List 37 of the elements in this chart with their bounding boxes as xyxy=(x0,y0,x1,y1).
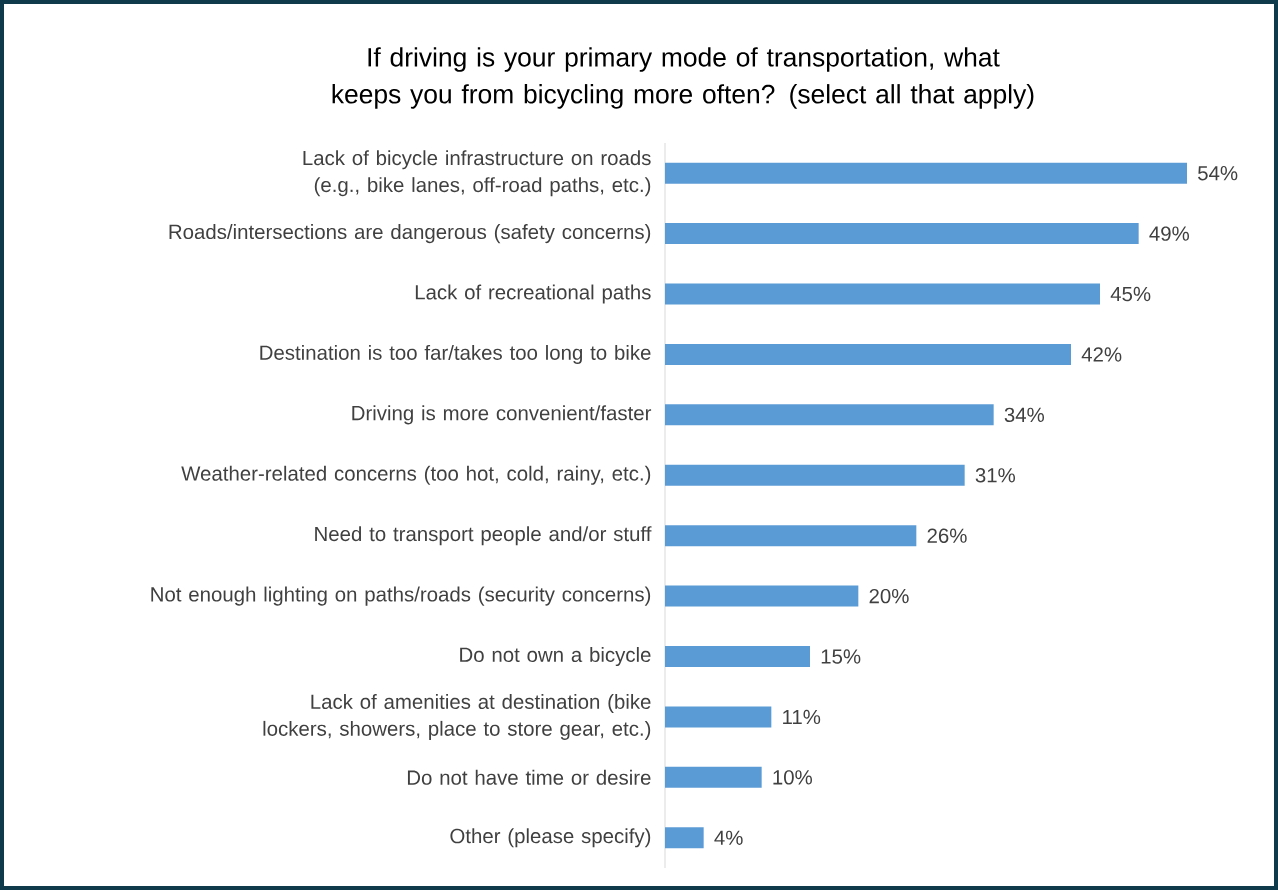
y-tick-label: Not enough lighting on paths/roads (security concerns) xyxy=(151,586,651,606)
data-label: 42% xyxy=(1081,347,1122,362)
data-label: 4% xyxy=(714,830,743,845)
bar xyxy=(665,827,704,849)
data-label: 26% xyxy=(927,528,967,543)
data-label: 49% xyxy=(1149,226,1190,241)
data-label: 54% xyxy=(1198,166,1238,181)
y-tick-label: Roads/intersections are dangerous (safety concerns) xyxy=(169,224,651,244)
data-label: 10% xyxy=(773,770,813,785)
data-label: 31% xyxy=(975,468,1016,483)
data-label: 15% xyxy=(821,649,861,664)
data-label: 45% xyxy=(1110,286,1151,302)
data-label: 34% xyxy=(1004,407,1045,423)
chart-title: If driving is your primary mode of transportation, what keeps you from bicycling more often? (select all that apply) xyxy=(332,47,1034,109)
y-tick-label: Driving is more convenient/faster xyxy=(352,405,652,425)
data-label: 20% xyxy=(869,588,909,604)
bar xyxy=(665,404,994,426)
bar xyxy=(665,343,1072,365)
bar xyxy=(665,162,1188,184)
bar xyxy=(665,706,772,728)
y-tick-label: Other (please specify) xyxy=(450,828,651,848)
y-tick-label: Weather-related concerns (too hot, cold, rainy, etc.) xyxy=(181,465,651,485)
data-label: 11% xyxy=(783,709,821,725)
y-tick-label: Do not have time or desire xyxy=(407,769,651,785)
bar xyxy=(665,646,810,668)
y-tick-label: Do not own a bicycle xyxy=(460,647,651,667)
y-tick-label: Lack of bicycle infrastructure on roads (e.g., bike lanes, off-road paths, etc.) xyxy=(303,150,651,197)
bar xyxy=(665,464,965,486)
bar xyxy=(665,585,859,607)
bar xyxy=(665,283,1101,305)
y-tick-label: Destination is too far/takes too long to bike xyxy=(260,344,651,364)
y-tick-label: Lack of amenities at destination (bike lockers, showers, place to store gear, etc.) xyxy=(263,693,651,740)
bar xyxy=(665,766,762,788)
y-tick-label: Need to transport people and/or stuff xyxy=(315,526,652,546)
bar xyxy=(665,223,1139,245)
bar xyxy=(665,525,917,547)
y-tick-label: Lack of recreational paths xyxy=(415,284,651,304)
